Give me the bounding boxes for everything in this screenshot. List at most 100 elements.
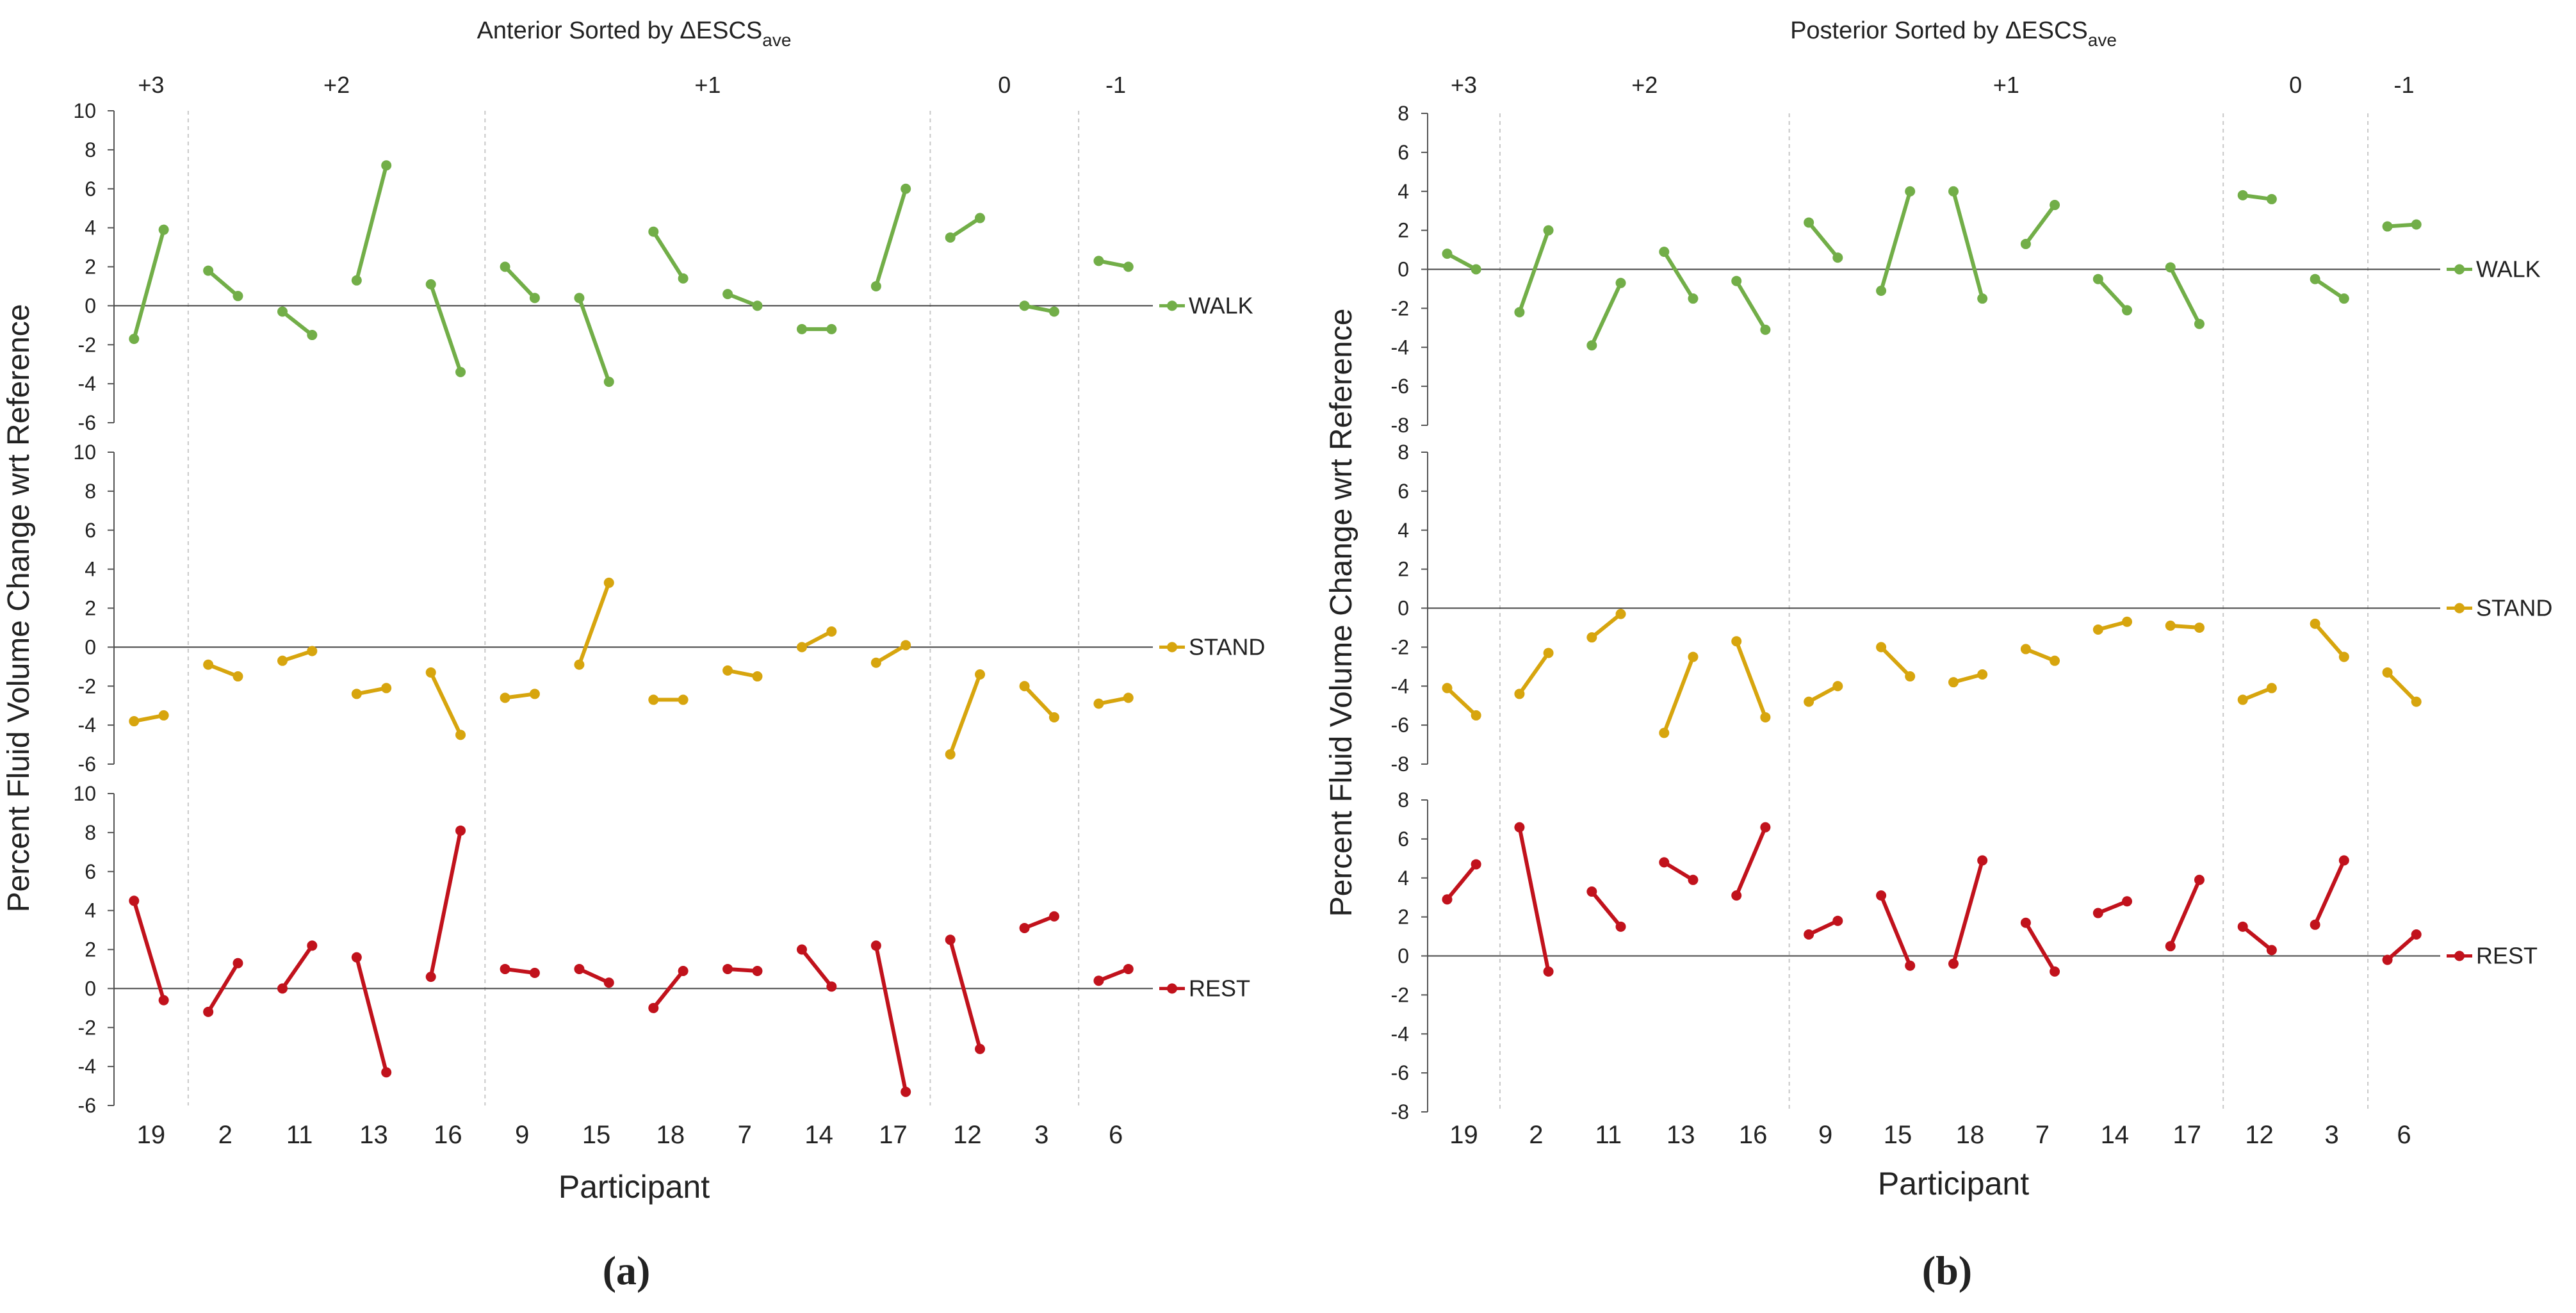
data-segment: [280, 943, 314, 991]
data-point: [2122, 305, 2133, 316]
data-point: [1948, 186, 1959, 197]
data-point: [529, 968, 540, 979]
y-tick-label: -4: [78, 1055, 96, 1078]
data-point: [603, 977, 614, 988]
data-point: [2020, 917, 2031, 928]
data-point: [1514, 307, 1525, 318]
data-point: [870, 281, 881, 291]
data-segment: [1662, 860, 1695, 882]
data-point: [945, 934, 956, 945]
y-tick-label: 8: [85, 821, 96, 844]
subplot-stand: 8 6 4 2 0 -2 -4 -6 -8 STAND: [1391, 441, 2553, 776]
y-tick-label: -8: [1391, 753, 1409, 776]
data-segment: [280, 309, 314, 338]
data-segment: [206, 961, 240, 1014]
data-point: [2165, 262, 2176, 273]
data-point: [1471, 264, 1481, 275]
data-point: [1586, 632, 1597, 643]
x-tick-label: 16: [434, 1121, 462, 1149]
data-segment: [2385, 933, 2418, 962]
y-tick-label: -2: [78, 333, 96, 356]
group-label: -1: [2394, 72, 2415, 98]
data-point: [1442, 683, 1453, 694]
data-point: [648, 226, 659, 237]
y-tick-label: 6: [85, 519, 96, 542]
data-point: [1048, 306, 1059, 317]
data-segment: [2240, 924, 2274, 952]
y-tick-label: -2: [78, 1016, 96, 1039]
y-tick-label: 6: [85, 860, 96, 883]
data-point: [2194, 318, 2205, 329]
data-point: [158, 224, 169, 235]
chart-title: Posterior Sorted by ΔESCSave: [1790, 17, 2117, 50]
data-point: [1659, 728, 1670, 738]
data-point: [1832, 681, 1843, 692]
data-segment: [2313, 858, 2346, 927]
data-point: [2382, 221, 2393, 232]
data-point: [678, 273, 689, 284]
data-point: [1514, 822, 1525, 833]
data-segment: [1445, 862, 1478, 902]
data-point: [307, 940, 318, 951]
data-point: [1019, 300, 1030, 311]
y-tick-label: 6: [1398, 141, 1409, 164]
x-tick-label: 19: [1449, 1121, 1478, 1149]
data-segment: [651, 968, 685, 1010]
data-point: [1093, 698, 1104, 709]
data-point: [1048, 911, 1059, 922]
group-label: 0: [998, 72, 1011, 98]
data-point: [752, 671, 763, 682]
group-label: 0: [2289, 72, 2302, 98]
y-tick-label: -2: [1391, 635, 1409, 658]
data-point: [826, 981, 837, 992]
data-segment: [577, 966, 611, 985]
data-point: [752, 300, 763, 311]
data-point: [945, 749, 956, 760]
y-tick-label: -4: [1391, 674, 1409, 697]
y-tick-label: 2: [85, 597, 96, 620]
data-segment: [354, 163, 389, 282]
data-point: [1977, 855, 1988, 866]
data-point: [2165, 941, 2176, 952]
data-segment: [132, 899, 166, 1002]
data-segment: [2023, 203, 2057, 246]
series-label: REST: [2476, 943, 2538, 969]
y-tick-label: 8: [85, 138, 96, 161]
x-tick-label: 17: [2173, 1121, 2202, 1149]
data-segment: [1590, 281, 1623, 348]
data-point: [2122, 896, 2133, 907]
y-tick-label: 0: [85, 635, 96, 658]
y-tick-label: 2: [85, 256, 96, 279]
y-tick-label: -8: [1391, 1100, 1409, 1123]
panel-caption: (b): [1922, 1248, 1972, 1293]
data-point: [129, 334, 140, 345]
data-segment: [2168, 265, 2201, 326]
data-point: [2310, 919, 2320, 930]
data-point: [2092, 624, 2103, 635]
data-segment: [2313, 621, 2346, 659]
subplot-walk: 10 8 6 4 2 0 -2 -4 -6 WALK: [73, 99, 1253, 434]
data-point: [351, 689, 362, 699]
data-segment: [1951, 858, 1985, 966]
y-tick-label: 4: [85, 899, 96, 922]
x-tick-label: 16: [1739, 1121, 1768, 1149]
y-tick-label: -6: [78, 1094, 96, 1117]
data-point: [901, 640, 911, 651]
data-point: [529, 293, 540, 304]
y-tick-label: 6: [1398, 480, 1409, 503]
data-point: [648, 1002, 659, 1013]
chart-title-subscript: ave: [2088, 30, 2117, 50]
y-tick-label: -4: [78, 372, 96, 395]
x-tick-label: 17: [879, 1121, 908, 1149]
data-point: [722, 289, 733, 300]
data-point: [1442, 894, 1453, 905]
x-tick-label: 6: [2397, 1121, 2411, 1149]
data-point: [277, 306, 288, 317]
data-point: [2411, 929, 2422, 940]
series-label: STAND: [2476, 595, 2552, 621]
chart-title: Anterior Sorted by ΔESCSave: [477, 17, 792, 50]
data-point: [307, 646, 318, 656]
x-axis-label: Participant: [1878, 1166, 2029, 1202]
data-segment: [1879, 893, 1912, 968]
data-point: [678, 965, 689, 976]
